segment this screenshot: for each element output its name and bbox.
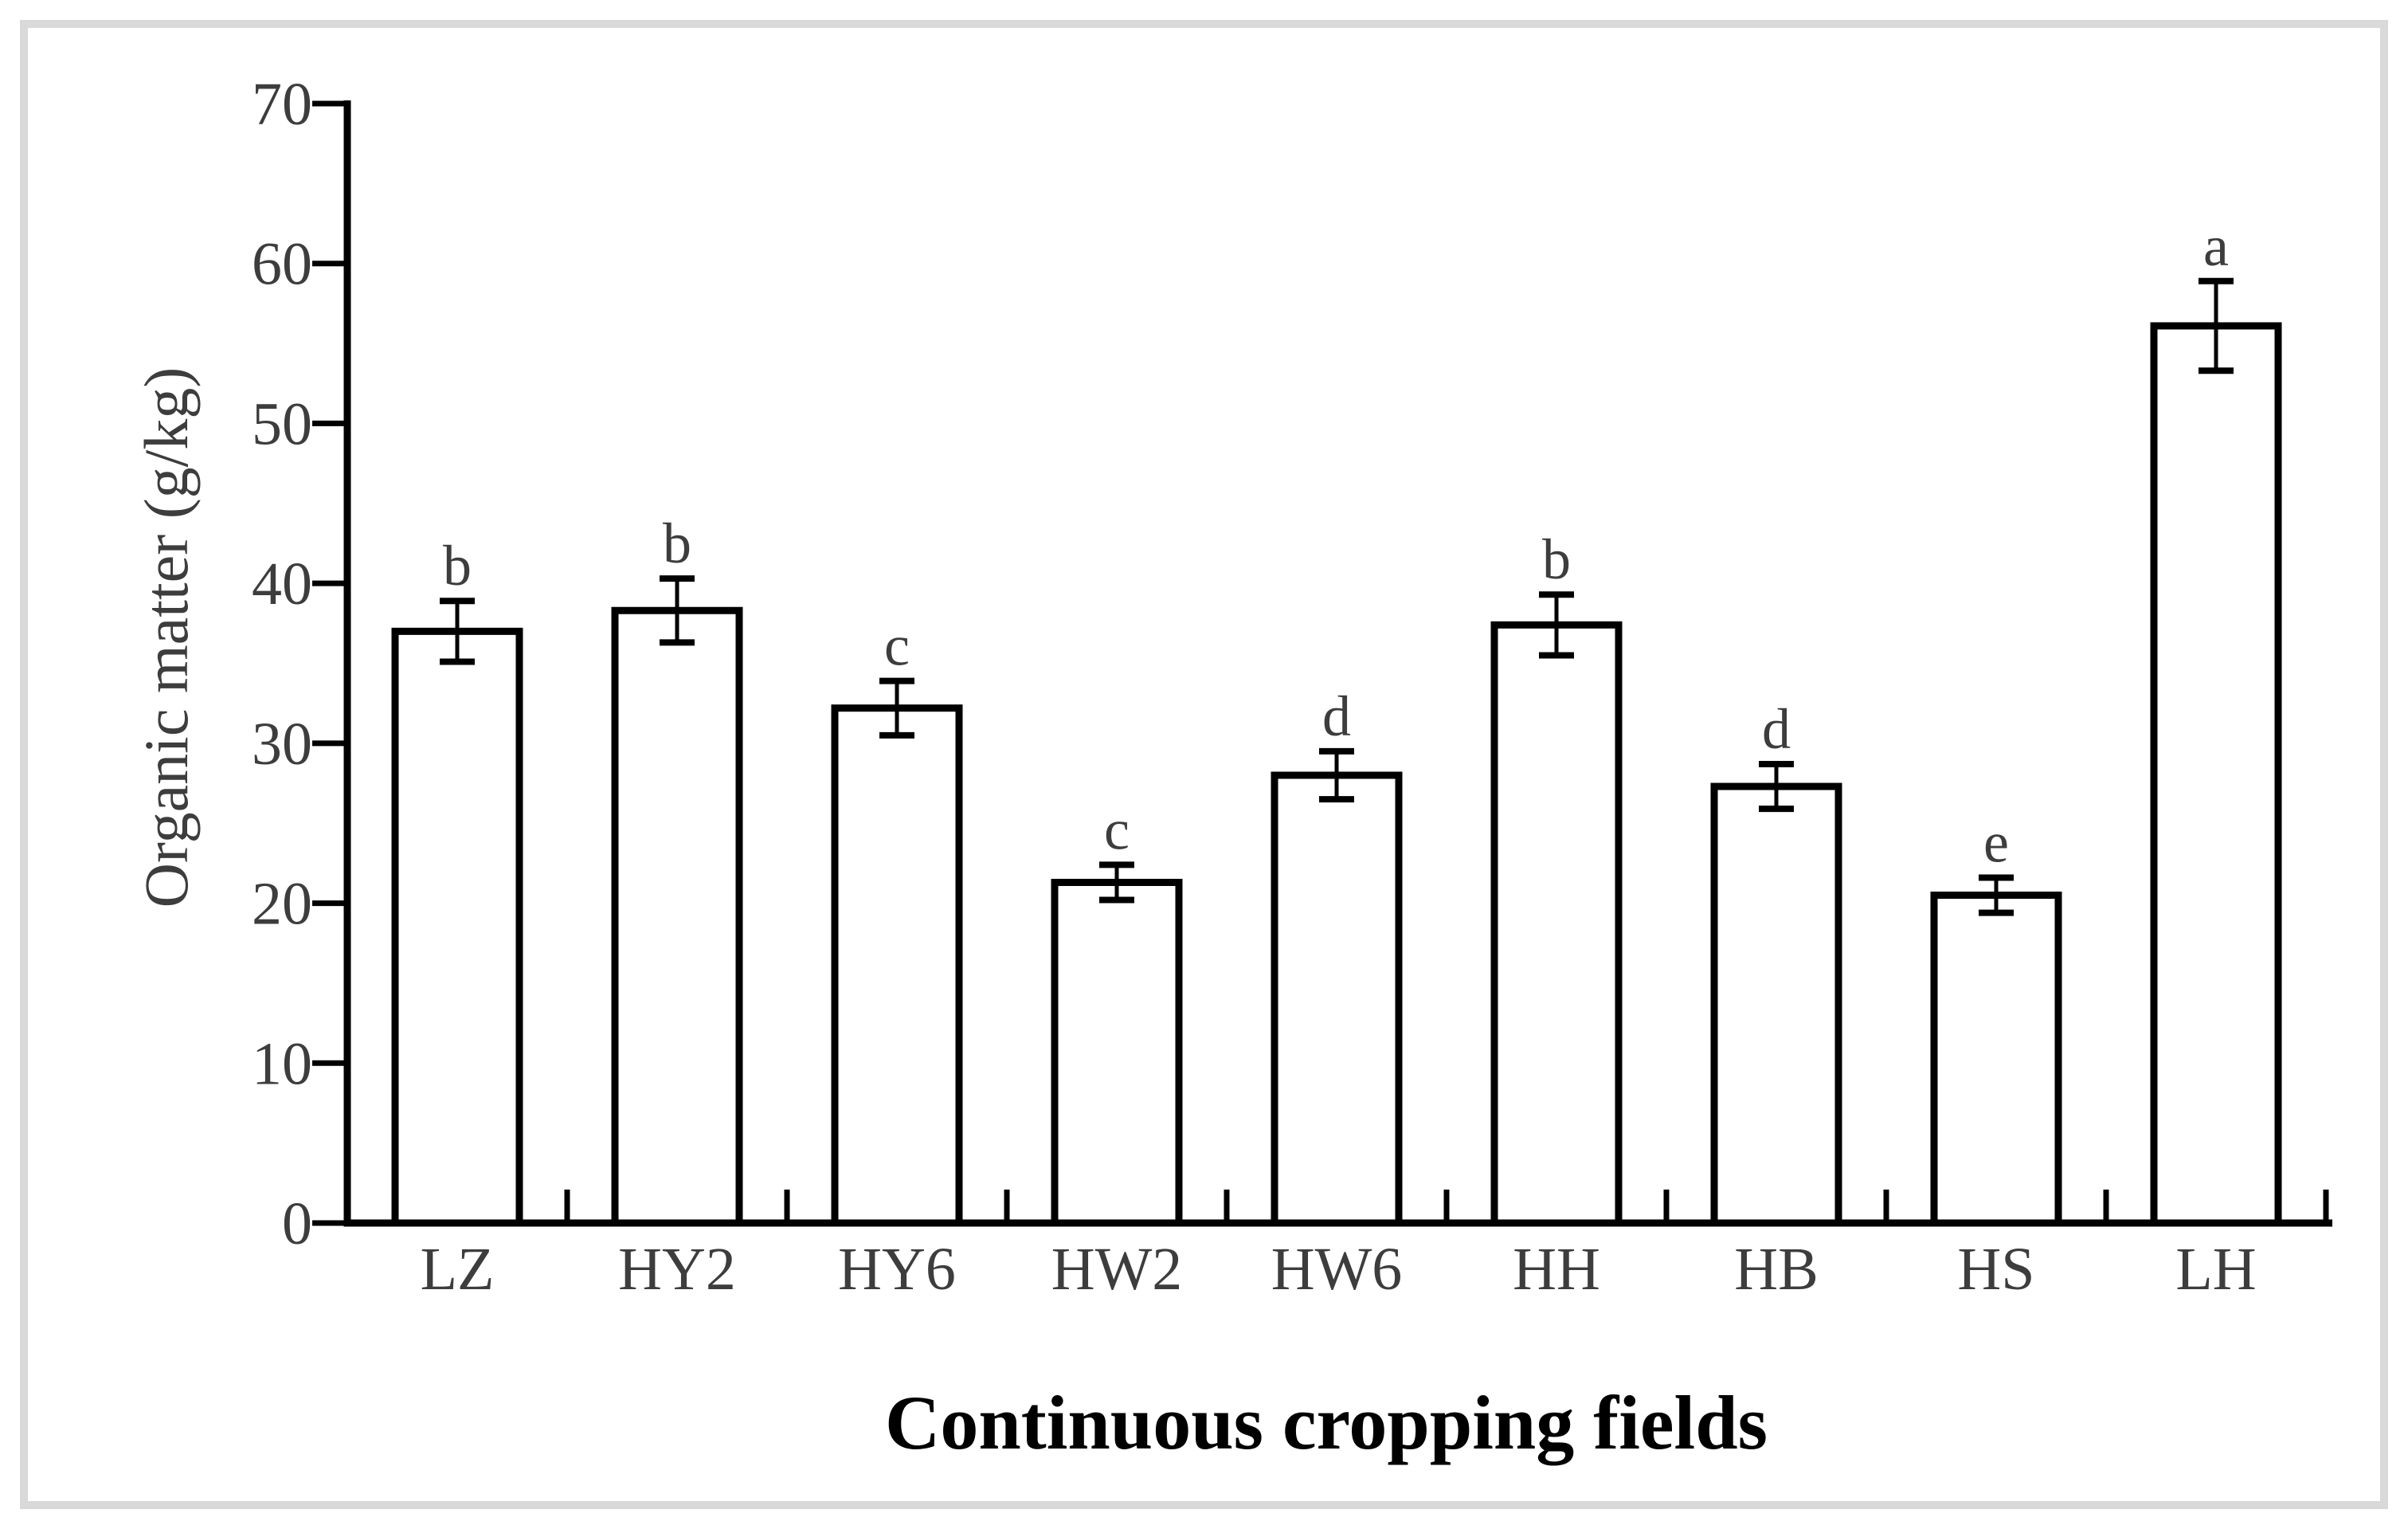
y-tick-label: 10	[252, 1030, 312, 1097]
x-tick-label-HS: HS	[1957, 1236, 2034, 1303]
bar-LZ	[391, 627, 523, 1227]
bar-HW6	[1271, 771, 1403, 1227]
significance-letter-HS: e	[1983, 810, 2009, 874]
x-tick-label-HH: HH	[1513, 1236, 1600, 1303]
bar-HY6	[831, 704, 963, 1227]
y-tick-label: 50	[252, 390, 312, 457]
x-tick-label-LH: LH	[2175, 1236, 2256, 1303]
plot-area: 0 10 20 30 40 50 60 70 b LZ b HY2 c HY6 c HW2 d HW6 b HH d HB…	[252, 71, 2332, 1303]
x-axis-title: Continuous cropping fields	[885, 1380, 1768, 1465]
x-tick-label-HY6: HY6	[838, 1236, 956, 1303]
y-tick-label: 70	[252, 71, 312, 138]
significance-letter-LH: a	[2203, 214, 2229, 278]
y-tick-label: 40	[252, 551, 312, 617]
significance-letter-HB: d	[1762, 697, 1791, 761]
significance-letter-HY6: c	[884, 614, 910, 678]
significance-letter-HH: b	[1542, 527, 1571, 591]
x-tick-label-HW6: HW6	[1271, 1236, 1403, 1303]
x-tick-label-HW2: HW2	[1051, 1236, 1183, 1303]
significance-letter-HW6: d	[1322, 684, 1351, 748]
bar-LH	[2150, 322, 2282, 1227]
significance-letter-LZ: b	[443, 534, 472, 598]
bar-HB	[1710, 782, 1842, 1227]
bar-HY2	[611, 606, 743, 1227]
y-axis-title: Organic matter (g/kg)	[131, 367, 201, 908]
y-tick-label: 0	[282, 1190, 312, 1257]
y-tick-label: 20	[252, 871, 312, 938]
y-tick-label: 30	[252, 711, 312, 778]
bar-HH	[1490, 621, 1623, 1227]
bar-HW2	[1051, 878, 1183, 1227]
x-tick-label-LZ: LZ	[421, 1236, 495, 1303]
x-tick-label-HY2: HY2	[618, 1236, 736, 1303]
y-tick-label: 60	[252, 231, 312, 298]
x-tick-label-HB: HB	[1734, 1236, 1819, 1303]
significance-letter-HY2: b	[663, 512, 691, 575]
bar-HS	[1930, 892, 2062, 1227]
significance-letter-HW2: c	[1104, 798, 1130, 861]
figure-border	[20, 20, 2388, 1509]
